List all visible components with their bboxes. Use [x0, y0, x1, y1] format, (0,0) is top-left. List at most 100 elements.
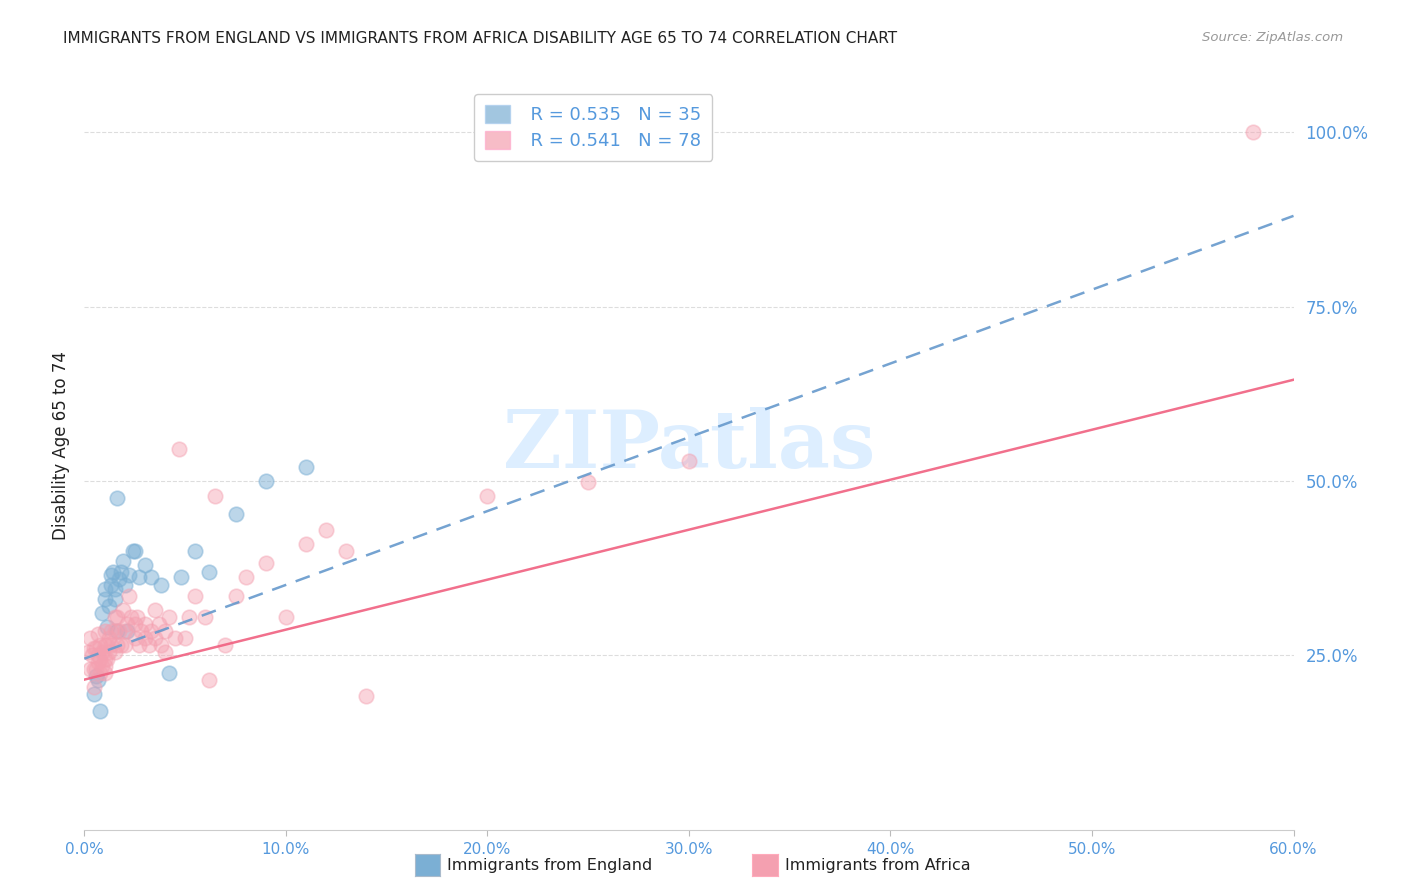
Point — [110, 565, 132, 579]
Point — [138, 638, 160, 652]
Point — [107, 572, 129, 586]
Point — [86, 662, 108, 676]
Point — [83, 641, 105, 656]
Point — [105, 610, 128, 624]
Point — [315, 523, 337, 537]
Point — [124, 543, 146, 558]
Point — [100, 638, 122, 652]
Point — [89, 651, 111, 665]
Point — [198, 565, 221, 579]
Point — [149, 638, 172, 652]
Point — [79, 631, 101, 645]
Point — [100, 568, 122, 582]
Point — [89, 704, 111, 718]
Point — [254, 474, 277, 488]
Point — [96, 651, 118, 665]
Point — [129, 624, 152, 638]
Point — [93, 638, 115, 652]
Point — [157, 665, 180, 680]
Point — [105, 491, 128, 506]
Point — [93, 651, 115, 665]
Point — [678, 454, 700, 468]
Point — [157, 610, 180, 624]
Point — [1241, 125, 1264, 139]
Point — [115, 624, 138, 638]
Point — [184, 589, 207, 603]
Point — [274, 610, 297, 624]
Y-axis label: Disability Age 65 to 74: Disability Age 65 to 74 — [52, 351, 70, 541]
Point — [204, 489, 226, 503]
Point — [110, 638, 132, 652]
Point — [77, 645, 100, 659]
Point — [82, 648, 104, 663]
Point — [111, 603, 134, 617]
Point — [128, 638, 150, 652]
Point — [104, 582, 127, 596]
Point — [225, 589, 247, 603]
Point — [477, 489, 499, 503]
Point — [295, 536, 318, 550]
Text: IMMIGRANTS FROM ENGLAND VS IMMIGRANTS FROM AFRICA DISABILITY AGE 65 TO 74 CORREL: IMMIGRANTS FROM ENGLAND VS IMMIGRANTS FR… — [63, 31, 897, 46]
Point — [104, 624, 127, 638]
Point — [153, 624, 176, 638]
Point — [86, 641, 108, 656]
Point — [87, 627, 110, 641]
Point — [91, 607, 114, 621]
Point — [89, 638, 111, 652]
Point — [143, 603, 166, 617]
Point — [124, 616, 146, 631]
Point — [134, 616, 156, 631]
Point — [179, 610, 201, 624]
Point — [93, 592, 115, 607]
Point — [356, 689, 378, 703]
Point — [96, 620, 118, 634]
Point — [165, 631, 187, 645]
Point — [148, 616, 170, 631]
Point — [153, 645, 176, 659]
Point — [167, 442, 190, 457]
Point — [105, 638, 128, 652]
Point — [83, 680, 105, 694]
Point — [96, 638, 118, 652]
Point — [118, 568, 141, 582]
Point — [124, 631, 146, 645]
Point — [120, 610, 142, 624]
Legend:   R = 0.535   N = 35,   R = 0.541   N = 78: R = 0.535 N = 35, R = 0.541 N = 78 — [474, 95, 713, 161]
Point — [118, 589, 141, 603]
Point — [149, 578, 172, 592]
Point — [91, 645, 114, 659]
Point — [100, 624, 122, 638]
Text: Source: ZipAtlas.com: Source: ZipAtlas.com — [1202, 31, 1343, 45]
Point — [235, 570, 257, 584]
Point — [101, 565, 124, 579]
Point — [93, 658, 115, 673]
Point — [89, 665, 111, 680]
Point — [125, 610, 148, 624]
Point — [576, 475, 599, 490]
Point — [79, 662, 101, 676]
Point — [115, 616, 138, 631]
Point — [143, 631, 166, 645]
Point — [87, 648, 110, 663]
Point — [139, 570, 162, 584]
Point — [97, 631, 120, 645]
Point — [83, 662, 105, 676]
Point — [114, 624, 136, 638]
Point — [128, 570, 150, 584]
Point — [91, 658, 114, 673]
Point — [97, 645, 120, 659]
Point — [174, 631, 197, 645]
Point — [139, 624, 162, 638]
Point — [295, 459, 318, 474]
Point — [83, 687, 105, 701]
Point — [93, 624, 115, 638]
Point — [86, 669, 108, 683]
Point — [87, 655, 110, 669]
Point — [194, 610, 217, 624]
Point — [97, 599, 120, 614]
Point — [93, 665, 115, 680]
Point — [214, 638, 236, 652]
Point — [225, 508, 247, 522]
Point — [111, 554, 134, 568]
Point — [107, 624, 129, 638]
